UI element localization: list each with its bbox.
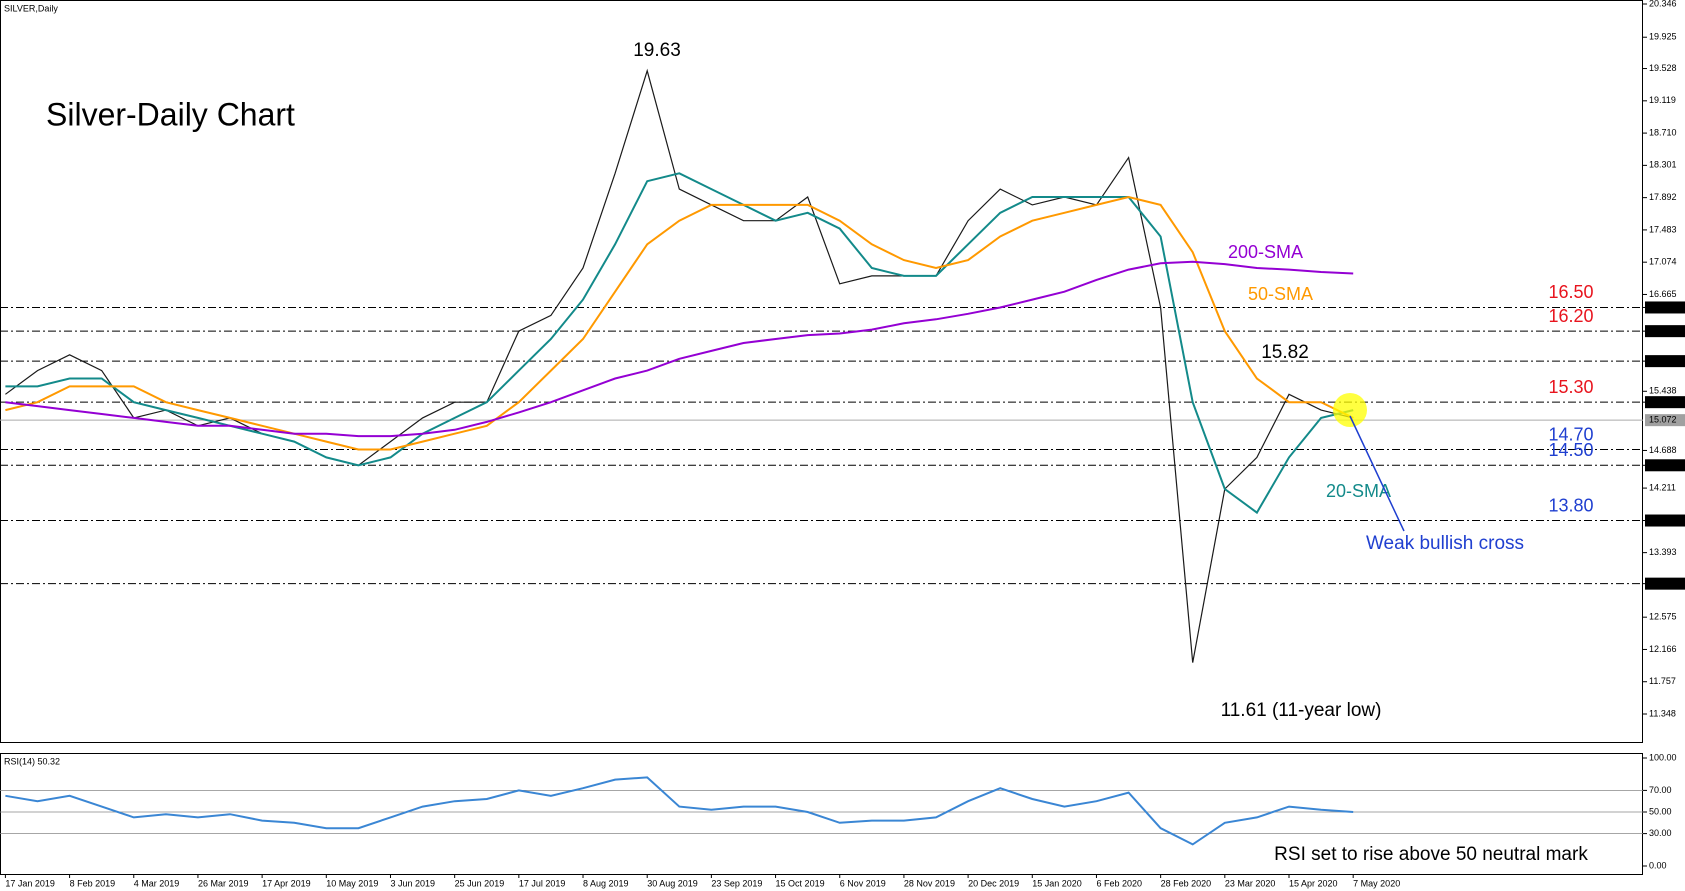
y-tick-label: 12.575 xyxy=(1649,612,1677,622)
y-tick-label: 14.688 xyxy=(1649,445,1677,455)
x-tick-label: 26 Mar 2019 xyxy=(198,878,249,888)
y-tick-label: 13.800 xyxy=(1649,515,1677,525)
annotation: RSI set to rise above 50 neutral mark xyxy=(1274,844,1588,865)
y-tick-label: 18.301 xyxy=(1649,160,1677,170)
y-tick-label: 19.925 xyxy=(1649,32,1677,42)
y-tick-label: 50.00 xyxy=(1649,806,1672,816)
x-tick-label: 6 Nov 2019 xyxy=(840,878,886,888)
x-tick-label: 8 Feb 2019 xyxy=(70,878,116,888)
x-tick-label: 28 Nov 2019 xyxy=(904,878,955,888)
x-tick-label: 15 Oct 2019 xyxy=(776,878,825,888)
y-tick-label: 16.500 xyxy=(1649,302,1677,312)
y-tick-label: 14.211 xyxy=(1649,482,1676,492)
y-tick-label: 15.438 xyxy=(1649,386,1677,396)
y-tick-label: 100.00 xyxy=(1649,752,1677,762)
x-tick-label: 17 Apr 2019 xyxy=(262,878,311,888)
annotation: 15.82 xyxy=(1261,342,1309,363)
y-tick-box xyxy=(1645,577,1685,590)
series-label: 20-SMA xyxy=(1326,481,1391,501)
x-tick-label: 15 Jan 2020 xyxy=(1032,878,1082,888)
rsi-title: RSI(14) 50.32 xyxy=(4,756,60,766)
x-tick-label: 30 Aug 2019 xyxy=(647,878,698,888)
x-tick-label: 25 Jun 2019 xyxy=(455,878,505,888)
y-tick-label: 70.00 xyxy=(1649,785,1672,795)
y-tick-label: 15.300 xyxy=(1649,397,1677,407)
y-tick-box xyxy=(1645,325,1685,338)
x-tick-label: 6 Feb 2020 xyxy=(1096,878,1142,888)
x-tick-label: 10 May 2019 xyxy=(326,878,378,888)
x-tick-label: 4 Mar 2019 xyxy=(134,878,180,888)
y-tick-label: 19.528 xyxy=(1649,63,1677,73)
annotation: 19.63 xyxy=(633,40,681,61)
y-tick-label: 30.00 xyxy=(1649,828,1672,838)
series-label: 50-SMA xyxy=(1248,284,1313,304)
y-tick-label: 17.074 xyxy=(1649,257,1677,267)
x-tick-label: 8 Aug 2019 xyxy=(583,878,629,888)
series-line xyxy=(5,195,1354,451)
y-tick-box xyxy=(1645,396,1685,409)
x-tick-label: 3 Jun 2019 xyxy=(390,878,435,888)
last-price-label: 15.072 xyxy=(1649,415,1677,425)
series-line xyxy=(5,260,1354,438)
cross-highlight xyxy=(1333,393,1367,427)
rsi-frame xyxy=(0,753,1643,875)
x-tick-label: 23 Sep 2019 xyxy=(711,878,762,888)
annotation: 11.61 (11-year low) xyxy=(1221,700,1382,721)
cross-arrow xyxy=(1349,415,1405,532)
last-price-box xyxy=(1645,414,1685,427)
y-tick-label: 16.665 xyxy=(1649,289,1677,299)
y-tick-label: 17.892 xyxy=(1649,192,1677,202)
x-tick-label: 17 Jan 2019 xyxy=(5,878,55,888)
y-tick-label: 20.346 xyxy=(1649,0,1677,8)
y-tick-label: 15.820 xyxy=(1649,356,1677,366)
level-label: 14.70 xyxy=(1548,424,1593,444)
y-tick-label: 19.119 xyxy=(1649,95,1676,105)
y-tick-label: 18.710 xyxy=(1649,127,1677,137)
y-tick-label: 11.757 xyxy=(1649,676,1676,686)
level-label: 15.30 xyxy=(1548,377,1593,397)
y-tick-label: 14.500 xyxy=(1649,460,1677,470)
y-tick-label: 11.348 xyxy=(1649,708,1676,718)
y-tick-box xyxy=(1645,355,1685,368)
level-label: 16.20 xyxy=(1548,306,1593,326)
annotation: Weak bullish cross xyxy=(1366,533,1524,554)
series-line xyxy=(5,68,1354,663)
y-tick-box xyxy=(1645,301,1685,314)
level-label: 16.50 xyxy=(1548,282,1593,302)
y-tick-label: 13.393 xyxy=(1649,547,1677,557)
series-line xyxy=(5,776,1354,846)
y-tick-label: 16.200 xyxy=(1649,326,1677,336)
chart-title: Silver-Daily Chart xyxy=(46,96,295,132)
symbol-label: SILVER,Daily xyxy=(4,3,58,13)
series-label: 200-SMA xyxy=(1228,242,1303,262)
x-tick-label: 15 Apr 2020 xyxy=(1289,878,1338,888)
x-tick-label: 28 Feb 2020 xyxy=(1161,878,1212,888)
x-tick-label: 23 Mar 2020 xyxy=(1225,878,1276,888)
y-tick-label: 12.166 xyxy=(1649,644,1677,654)
level-label: 14.50 xyxy=(1548,440,1593,460)
main-frame xyxy=(0,0,1643,743)
y-tick-label: 13.000 xyxy=(1649,578,1677,588)
x-tick-label: 17 Jul 2019 xyxy=(519,878,566,888)
y-tick-box xyxy=(1645,459,1685,472)
y-tick-box xyxy=(1645,514,1685,527)
x-tick-label: 7 May 2020 xyxy=(1353,878,1400,888)
y-tick-label: 17.483 xyxy=(1649,224,1677,234)
level-label: 13.80 xyxy=(1548,495,1593,515)
series-line xyxy=(5,172,1354,515)
y-tick-label: 0.00 xyxy=(1649,860,1667,870)
x-tick-label: 20 Dec 2019 xyxy=(968,878,1019,888)
